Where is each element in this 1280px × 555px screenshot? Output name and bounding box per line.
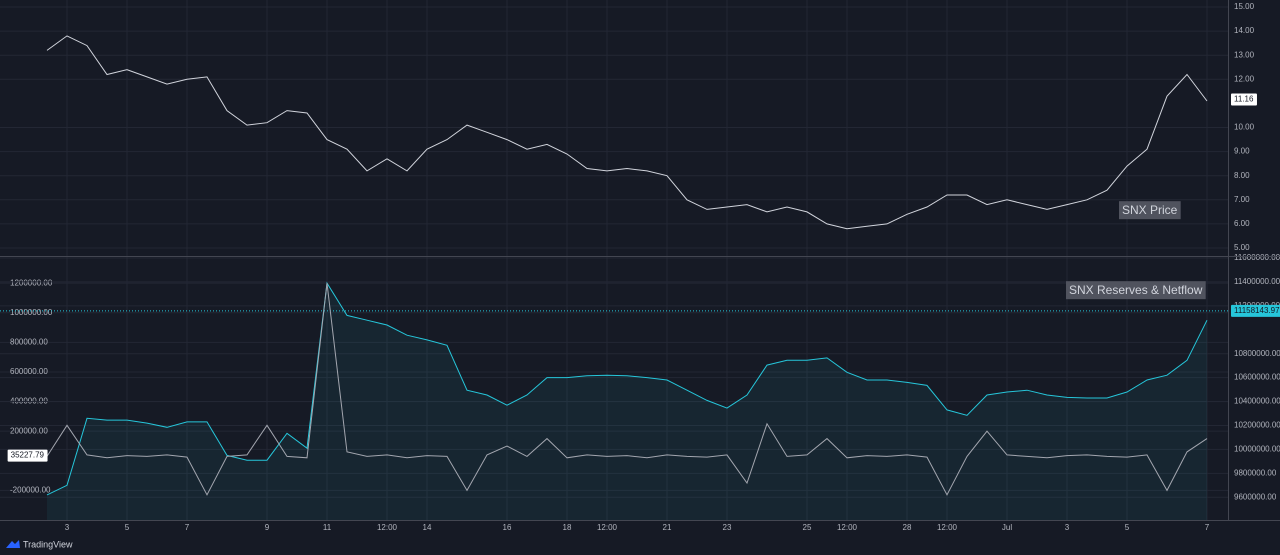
y2-tick-label: 12.00 bbox=[1234, 74, 1255, 83]
x-tick-label: 12:00 bbox=[837, 523, 858, 532]
x-tick-label: 25 bbox=[803, 523, 812, 532]
y2-tick-label: 10000000.00 bbox=[1234, 445, 1280, 454]
pane-title-box bbox=[1119, 201, 1181, 220]
x-tick-label: 5 bbox=[1125, 523, 1130, 532]
value-marker-label: 35227.79 bbox=[11, 451, 45, 460]
x-tick-label: 12:00 bbox=[377, 523, 398, 532]
area bbox=[47, 283, 1207, 520]
y-tick-label: 200000.00 bbox=[10, 426, 48, 435]
y2-tick-label: 11600000.00 bbox=[1234, 253, 1280, 262]
y2-tick-label: 6.00 bbox=[1234, 219, 1250, 228]
y2-tick-label: 10200000.00 bbox=[1234, 421, 1280, 430]
x-tick-label: 7 bbox=[1205, 523, 1210, 532]
y2-tick-label: 9600000.00 bbox=[1234, 492, 1277, 501]
pane-title-box bbox=[1066, 281, 1206, 300]
y-tick-label: 1000000.00 bbox=[10, 308, 53, 317]
y2-tick-label: 11400000.00 bbox=[1234, 277, 1280, 286]
x-tick-label: 3 bbox=[65, 523, 70, 532]
x-tick-label: 9 bbox=[265, 523, 270, 532]
x-tick-label: 18 bbox=[563, 523, 572, 532]
y2-tick-label: 9.00 bbox=[1234, 147, 1250, 156]
brand: TradingView bbox=[23, 539, 73, 549]
value-marker bbox=[1231, 304, 1280, 317]
x-tick-label: 7 bbox=[185, 523, 190, 532]
x-tick-label: 12:00 bbox=[937, 523, 958, 532]
x-tick-label: 16 bbox=[503, 523, 512, 532]
y2-tick-label: 9800000.00 bbox=[1234, 468, 1277, 477]
y2-tick-label: 10800000.00 bbox=[1234, 349, 1280, 358]
value-marker-label: 11158143.97 bbox=[1234, 306, 1280, 315]
y2-tick-label: 8.00 bbox=[1234, 171, 1250, 180]
y-tick-label: 800000.00 bbox=[10, 337, 48, 346]
x-tick-label: 21 bbox=[663, 523, 672, 532]
line bbox=[46, 281, 1208, 496]
y2-tick-label: 10600000.00 bbox=[1234, 373, 1280, 382]
brand-logo bbox=[6, 540, 20, 548]
pane-title: SNX Price bbox=[1122, 203, 1178, 217]
y2-tick-label: 14.00 bbox=[1234, 26, 1255, 35]
y-tick-label: 600000.00 bbox=[10, 367, 48, 376]
y2-tick-label: 15.00 bbox=[1234, 2, 1255, 11]
line bbox=[46, 35, 1208, 230]
y-tick-label: -200000.00 bbox=[10, 486, 51, 495]
y-tick-label: 1200000.00 bbox=[10, 278, 53, 287]
x-tick-label: 5 bbox=[125, 523, 130, 532]
x-tick-label: 3 bbox=[1065, 523, 1070, 532]
x-tick-label: 23 bbox=[723, 523, 732, 532]
y2-tick-label: 10400000.00 bbox=[1234, 397, 1280, 406]
value-marker bbox=[7, 449, 48, 462]
y2-tick-label: 5.00 bbox=[1234, 243, 1250, 252]
x-tick-label: 14 bbox=[423, 523, 432, 532]
y2-tick-label: 13.00 bbox=[1234, 50, 1255, 59]
value-marker-label: 11.16 bbox=[1234, 95, 1254, 104]
value-marker bbox=[1231, 93, 1257, 106]
x-tick-label: 28 bbox=[903, 523, 912, 532]
x-tick-label: 12:00 bbox=[597, 523, 618, 532]
line bbox=[46, 283, 1208, 496]
x-tick-label: 11 bbox=[323, 523, 332, 532]
x-tick-label: Jul bbox=[1002, 523, 1012, 532]
y2-tick-label: 10.00 bbox=[1234, 123, 1255, 132]
pane-title: SNX Reserves & Netflow bbox=[1069, 283, 1203, 297]
y2-tick-label: 7.00 bbox=[1234, 195, 1250, 204]
